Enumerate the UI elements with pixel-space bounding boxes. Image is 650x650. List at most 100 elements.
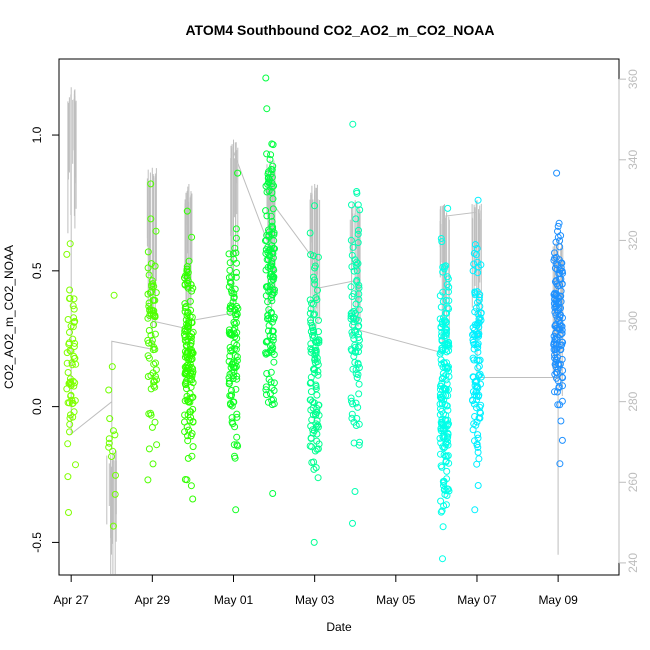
x-axis-label: Date [326,620,352,634]
data-point [268,396,276,404]
data-point [475,391,483,399]
data-point [309,300,317,308]
data-point [443,467,451,475]
data-point [471,413,479,420]
x-tick-label: May 05 [376,593,416,607]
data-point [556,360,564,368]
data-point [145,271,153,279]
data-point [474,482,482,489]
data-point [149,280,157,288]
data-point [355,390,363,398]
data-point [477,309,485,317]
data-point [67,347,75,355]
data-point [70,305,78,313]
data-point [110,291,118,299]
scatter-points-layer [63,74,567,563]
data-point [559,382,566,390]
x-tick-label: May 07 [457,593,497,607]
data-point [63,385,71,393]
data-point [440,432,448,440]
data-point [227,287,235,294]
data-point [348,201,355,209]
data-point [270,358,278,366]
data-point [144,264,152,272]
data-point [69,399,77,407]
data-point [438,375,446,383]
data-point [310,310,318,318]
data-point [314,474,322,482]
data-point [555,384,563,392]
data-point [266,156,274,163]
data-point [307,345,315,353]
data-point [349,519,356,527]
data-point [437,235,445,242]
data-point [437,497,445,505]
data-point [264,249,272,256]
data-point [557,346,565,354]
data-point [232,385,240,393]
data-point [181,411,189,419]
data-point [151,313,159,321]
data-point [184,356,192,364]
y2-tick-label: 240 [626,553,640,573]
data-point [227,329,235,337]
data-point [109,427,117,435]
data-point [231,320,239,328]
data-point [469,426,477,434]
data-point [441,491,449,498]
data-point [149,346,157,354]
data-point [440,486,448,494]
data-point [469,388,477,396]
data-point [186,297,194,305]
data-point [268,341,276,349]
data-point [352,399,360,407]
data-point [444,204,452,212]
data-point [473,382,481,390]
data-point [442,326,450,334]
data-point [474,434,482,442]
data-point [469,373,477,381]
data-point [263,370,271,377]
data-point [356,206,364,214]
data-point [306,442,314,450]
data-point [440,410,447,418]
data-point [444,304,452,312]
data-point [473,460,481,468]
data-point [105,439,113,447]
data-point [263,150,271,158]
data-point [152,289,160,297]
data-point [551,336,559,344]
data-point [233,372,241,380]
data-point [263,338,271,345]
data-point [232,506,240,514]
data-point [182,381,190,389]
data-point [310,273,317,281]
data-point [66,420,74,428]
data-point [149,307,157,315]
data-point [68,359,76,367]
data-point [189,405,197,413]
data-point [554,377,562,385]
data-point [262,292,270,300]
data-point [230,441,238,449]
y-tick-label: 0.5 [30,262,44,279]
data-point [308,322,316,329]
data-point [439,363,447,371]
data-point [556,313,564,321]
data-point [551,254,559,262]
x-tick-label: Apr 27 [53,593,89,607]
data-point [187,281,195,289]
data-point [64,440,72,448]
data-point [311,280,319,288]
data-point [145,445,153,453]
data-point [269,223,277,231]
data-point [264,315,271,323]
data-point [354,360,362,368]
data-point [474,340,482,348]
data-point [231,244,239,252]
data-point [228,302,236,310]
data-point [439,263,447,271]
data-point [187,383,195,391]
data-point [147,372,155,379]
